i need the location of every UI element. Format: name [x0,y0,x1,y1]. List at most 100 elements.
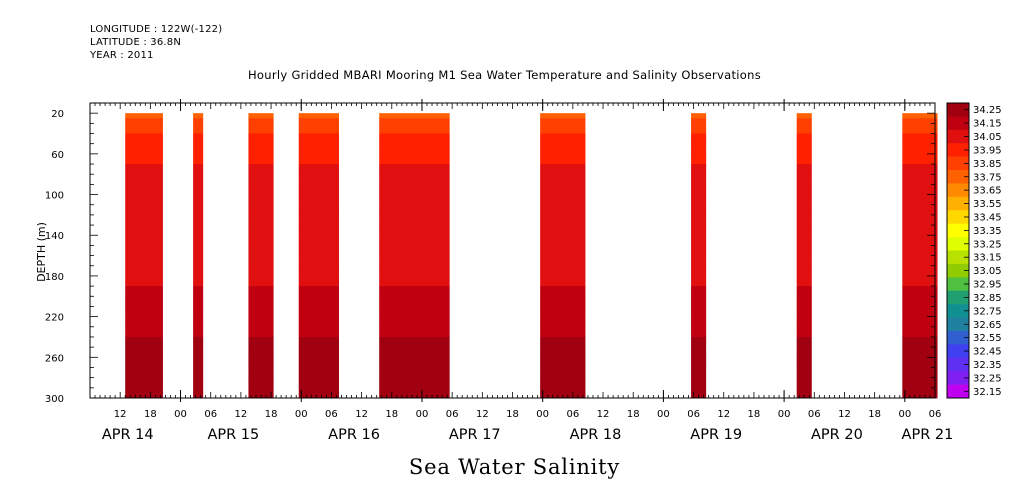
salinity-cell [193,260,204,267]
colorbar-swatch [947,143,969,157]
salinity-cell [193,382,204,389]
colorbar-label: 32.55 [973,333,1002,344]
salinity-cell [691,316,707,323]
colorbar-swatch [947,116,969,131]
salinity-cell [691,209,707,216]
salinity-cell [379,164,450,170]
salinity-cell [540,158,586,165]
salinity-cell [193,179,204,185]
salinity-cell [193,133,204,140]
salinity-cell [125,357,163,363]
salinity-cell [298,372,339,379]
salinity-cell [193,245,204,251]
colorbar-label: 32.25 [973,373,1002,384]
colorbar-swatch [947,223,969,238]
salinity-cell [540,250,586,256]
salinity-cell [125,306,163,312]
x-tick-label: 18 [144,409,157,420]
salinity-cell [193,169,204,175]
salinity-cell [902,387,938,394]
salinity-cell [540,255,586,262]
salinity-cell [379,230,450,236]
salinity-cell [125,372,163,379]
salinity-cell [125,189,163,195]
x-tick-label: 12 [235,409,248,420]
salinity-cell [193,296,204,302]
salinity-cell [902,153,938,160]
day-label: APR 14 [102,427,154,443]
salinity-cell [902,148,938,155]
salinity-cell [796,352,812,358]
colorbar-swatch [947,330,969,345]
salinity-cell [298,357,339,363]
salinity-cell [248,153,274,160]
salinity-cell [125,133,163,140]
salinity-cell [379,316,450,323]
salinity-cell [248,219,274,226]
salinity-cell [298,387,339,394]
salinity-cell [540,174,586,180]
plot-area [125,113,938,399]
salinity-cell [193,291,204,297]
x-tick-label: 00 [295,409,308,420]
day-label: APR 17 [449,427,501,443]
salinity-cell [691,153,707,160]
salinity-cell [298,194,339,201]
colorbar-swatch [947,384,969,399]
salinity-cell [193,281,204,287]
salinity-cell [248,179,274,185]
salinity-cell [691,164,707,170]
salinity-cell [248,204,274,211]
salinity-cell [540,260,586,267]
salinity-cell [691,219,707,226]
data-segment [193,113,204,399]
salinity-cell [379,286,450,292]
salinity-cell [691,169,707,175]
salinity-cell [248,336,274,343]
salinity-cell [902,286,938,292]
salinity-cell [902,128,938,134]
salinity-cell [193,321,204,328]
salinity-cell [691,230,707,236]
colorbar-label: 32.35 [973,360,1002,371]
colorbar-swatch [947,263,969,278]
salinity-cell [379,372,450,379]
salinity-cell [540,199,586,206]
salinity-cell [540,118,586,124]
y-tick-label: 60 [51,150,64,161]
salinity-cell [796,240,812,246]
salinity-cell [193,189,204,195]
salinity-cell [125,316,163,323]
salinity-cell [125,230,163,236]
salinity-cell [902,342,938,348]
salinity-cell [248,270,274,277]
salinity-cell [379,352,450,358]
x-tick-label: 12 [476,409,489,420]
salinity-cell [796,306,812,312]
salinity-cell [691,286,707,292]
salinity-cell [248,291,274,297]
salinity-cell [193,138,204,145]
salinity-cell [193,148,204,155]
longitude-label: LONGITUDE : 122W(-122) [90,24,223,35]
salinity-cell [379,357,450,363]
salinity-cell [691,265,707,272]
salinity-cell [298,311,339,318]
salinity-cell [796,174,812,180]
colorbar-label: 33.95 [973,145,1002,156]
x-tick-label: 12 [355,409,368,420]
salinity-cell [691,148,707,155]
salinity-cell [902,169,938,175]
salinity-cell [540,245,586,251]
salinity-cell [248,199,274,206]
salinity-cell [796,286,812,292]
salinity-cell [379,392,450,399]
salinity-cell [248,138,274,145]
salinity-cell [379,331,450,338]
salinity-cell [902,311,938,318]
salinity-cell [125,209,163,216]
salinity-cell [379,184,450,190]
salinity-cell [540,240,586,246]
salinity-cell [193,225,204,231]
salinity-cell [796,291,812,297]
